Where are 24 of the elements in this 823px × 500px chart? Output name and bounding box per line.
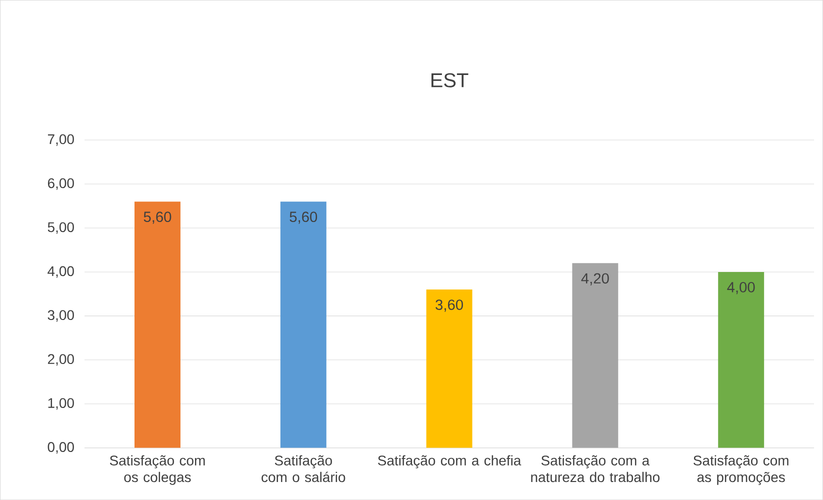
y-tick-label: 2,00 [48, 354, 74, 366]
x-tick-label: Satifação com o salário [262, 455, 346, 482]
data-label: 4,20 [581, 273, 609, 286]
x-tick-label: Satisfação com os colegas [110, 455, 205, 485]
data-label: 5,60 [144, 212, 172, 224]
bar [718, 272, 764, 448]
x-tick-label: Satisfação com a natureza do trabalho [531, 455, 660, 482]
y-tick-label: 1,00 [48, 398, 74, 410]
data-label: 5,60 [290, 212, 318, 224]
y-tick-label: 6,00 [48, 178, 74, 190]
data-label: 4,00 [727, 282, 755, 294]
x-tick-label: Satisfação com as promoções [694, 455, 788, 485]
x-tick-label: Satifação com a chefia [378, 455, 522, 468]
y-tick-label: 5,00 [48, 222, 74, 234]
bar [134, 202, 180, 448]
y-tick-label: 0,00 [48, 442, 74, 454]
bar [426, 289, 472, 448]
data-label: 3,60 [436, 300, 463, 312]
y-tick-label: 4,00 [48, 266, 74, 278]
bar [280, 202, 326, 448]
bar [572, 263, 618, 448]
y-tick-label: 3,00 [48, 310, 74, 322]
chart-title: EST [431, 73, 468, 88]
y-tick-label: 7,00 [48, 134, 74, 146]
